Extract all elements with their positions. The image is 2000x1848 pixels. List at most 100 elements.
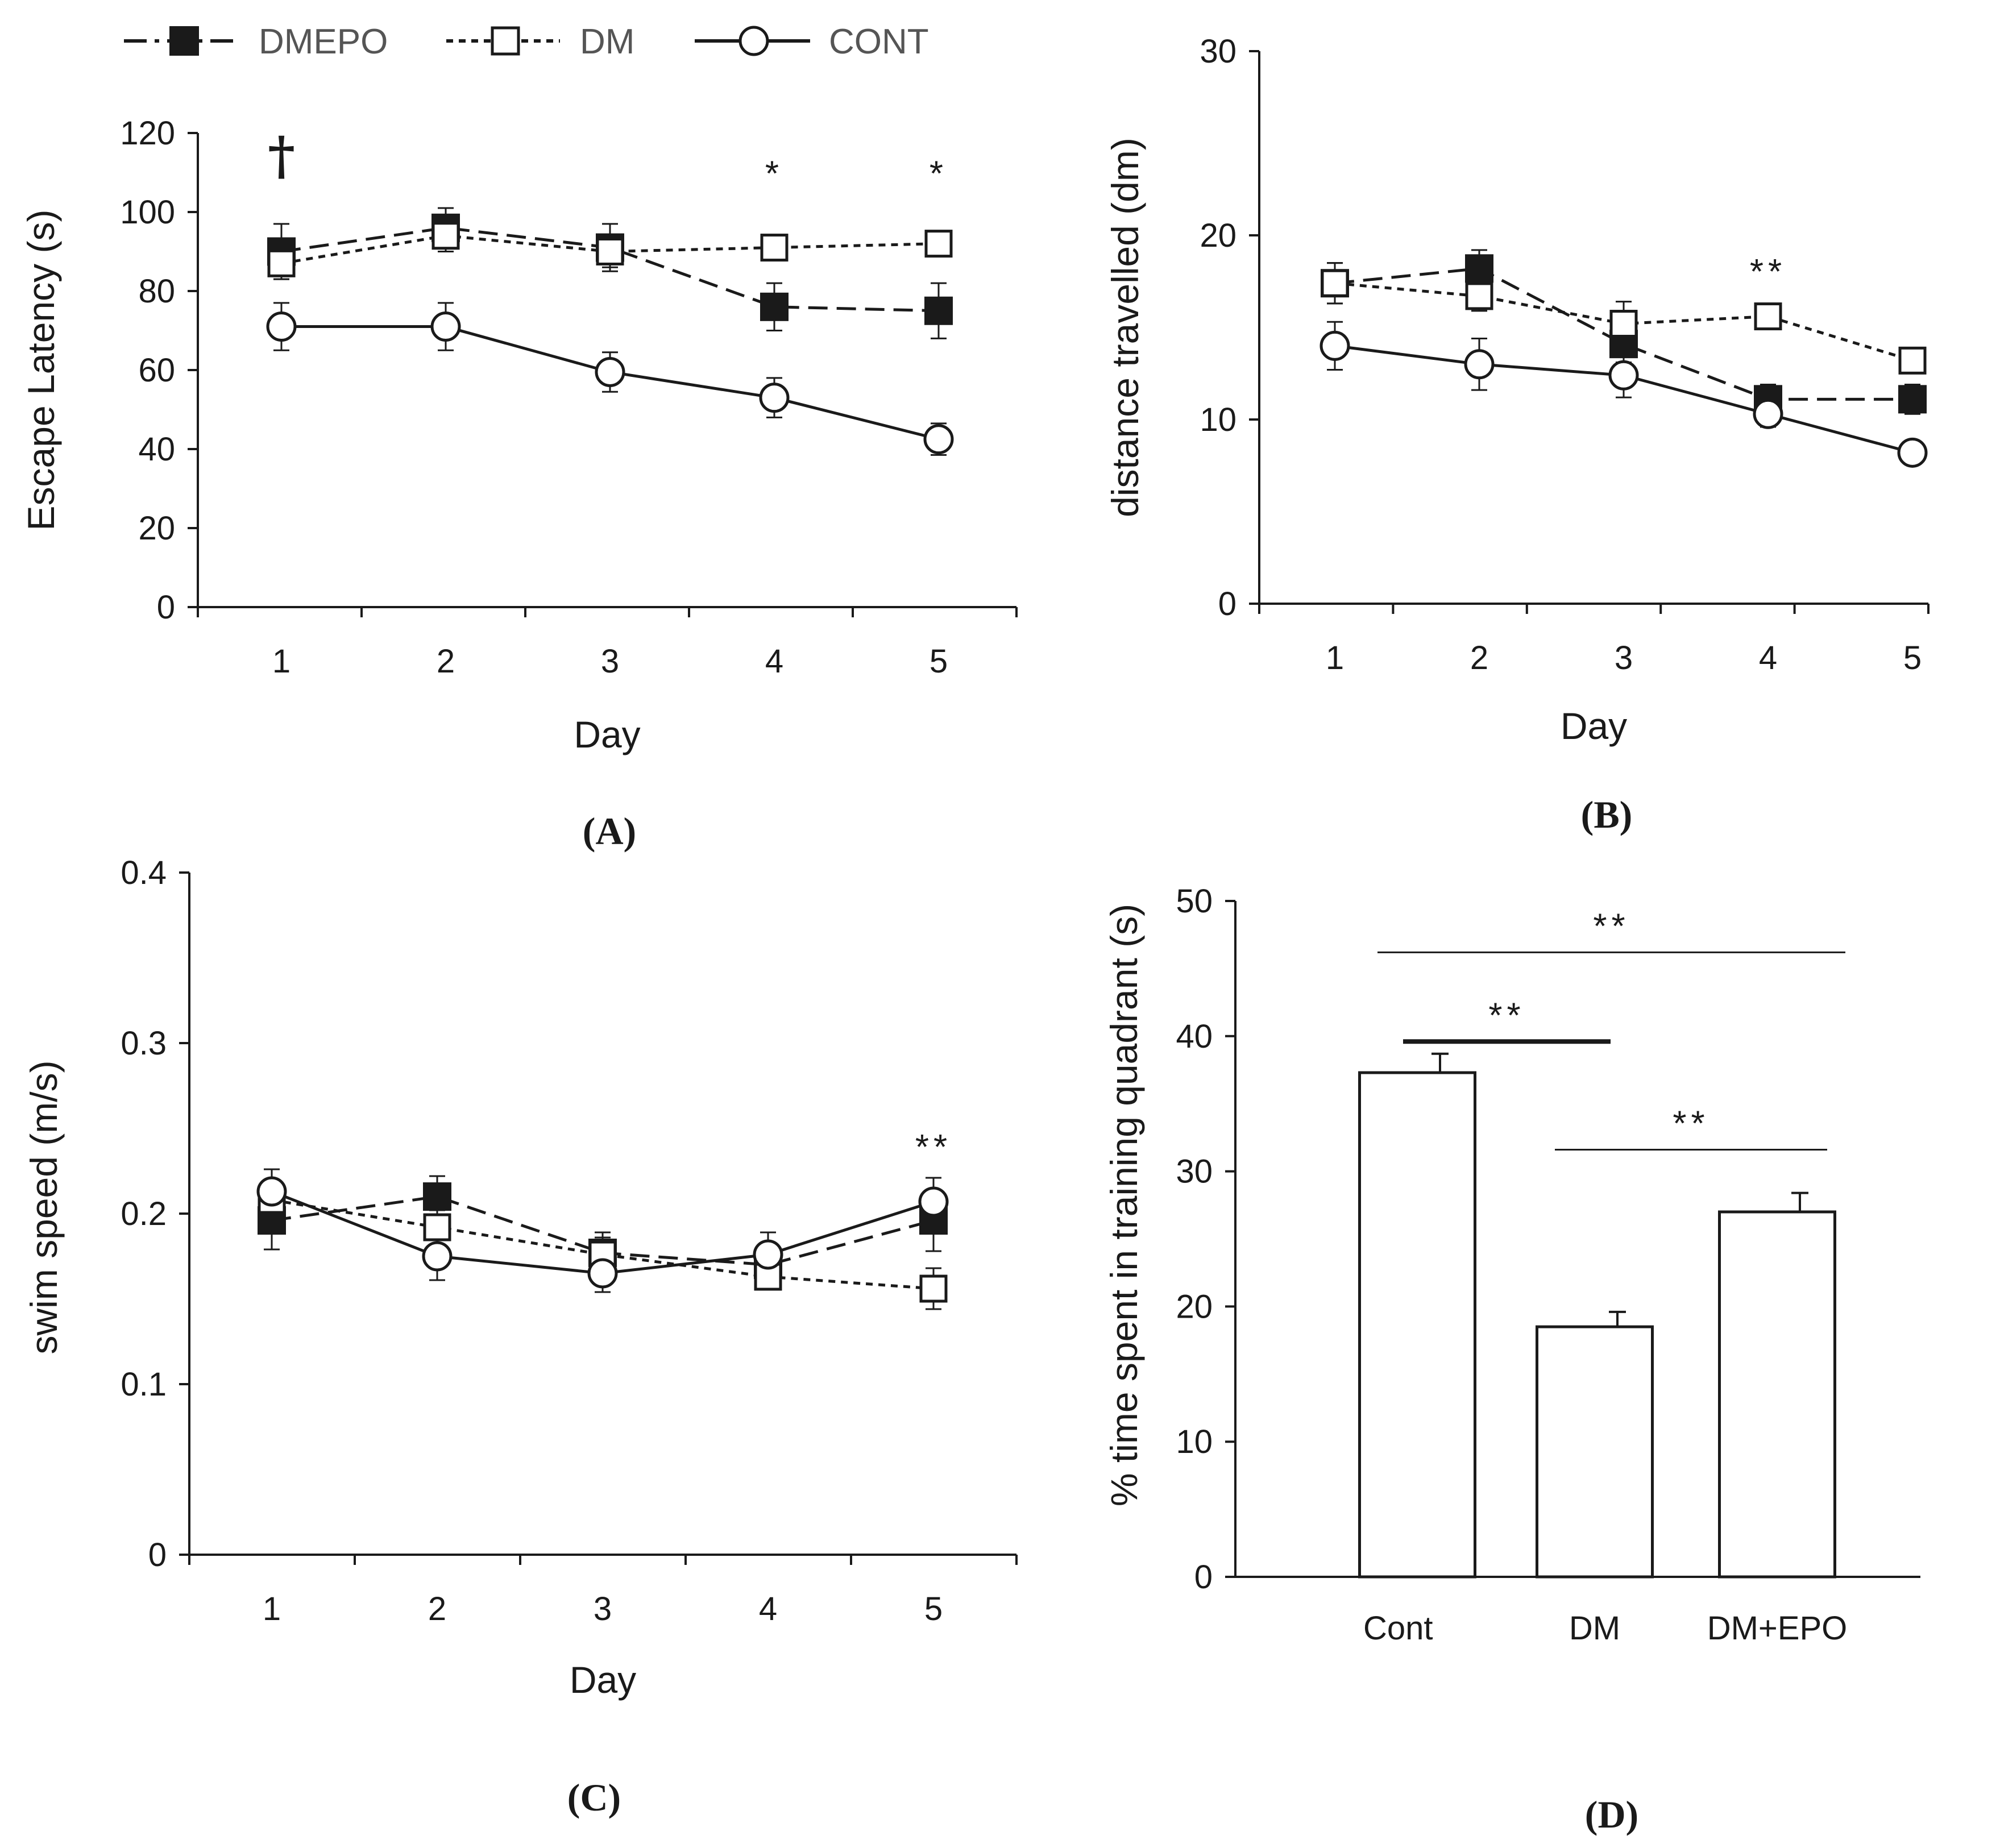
panel-c-point-dm	[423, 1213, 451, 1241]
panel-b-label: (B)	[1581, 793, 1633, 836]
panel-c-significance-mark: **	[915, 1128, 952, 1167]
panel-d-y-tick-label: 10	[1176, 1423, 1213, 1460]
panel-b-point-dmepo	[1465, 254, 1493, 283]
panel-b-y-tick-label: 0	[1218, 585, 1236, 622]
panel-b-x-tick-label: 1	[1326, 639, 1344, 676]
panel-a-point-cont	[759, 383, 790, 413]
panel-c-point-cont	[256, 1176, 287, 1207]
panel-a-x-axis-title: Day	[574, 713, 640, 755]
panel-b-point-cont	[1897, 437, 1928, 468]
panel-c-x-tick-label: 3	[594, 1590, 612, 1627]
panel-c-x-tick-label: 2	[428, 1590, 446, 1627]
panel-b-point-dm	[1465, 282, 1493, 310]
panel-b-point-dm	[1754, 302, 1782, 331]
panel-b-point-dm	[1321, 269, 1349, 297]
panel-a-x-tick-label: 1	[272, 643, 291, 680]
panel-d-category-label-dm-epo: DM+EPO	[1707, 1610, 1848, 1647]
panel-c-x-tick-label: 4	[759, 1590, 777, 1627]
panel-d-y-tick-label: 0	[1194, 1559, 1213, 1596]
panel-c-y-axis-title: swim speed (m/s)	[23, 1060, 65, 1354]
panel-a-point-cont	[430, 312, 461, 342]
legend-entry-cont: CONT	[695, 22, 929, 61]
panel-c-x-axis-title: Day	[570, 1659, 636, 1701]
panel-b-point-dm	[1609, 310, 1638, 338]
panel-a-point-dmepo	[760, 292, 789, 321]
panel-a-y-tick-label: 120	[120, 115, 175, 152]
panel-b-x-tick-label: 5	[1903, 639, 1922, 676]
panel-b-series-line-dmepo	[1334, 267, 1912, 401]
panel-b-point-dm	[1898, 346, 1927, 375]
legend-marker-dm	[491, 26, 520, 56]
panel-a-y-tick-label: 40	[138, 431, 175, 468]
legend-marker-cont	[738, 26, 769, 56]
legend-label-cont: CONT	[829, 22, 929, 61]
panel-a-significance-mark: *	[930, 155, 948, 194]
panel-d-category-label-dm: DM	[1569, 1610, 1620, 1647]
panel-c-point-dm	[919, 1274, 948, 1303]
panel-d: 0 10 20 30 40 50 % time spent in training quad…	[1103, 883, 1920, 1836]
panel-c-y-tick-label: 0.1	[121, 1366, 167, 1403]
panel-c-x-tick-label: 1	[263, 1590, 281, 1627]
panel-d-label: (D)	[1585, 1793, 1638, 1836]
panel-a-significance-mark: †	[268, 125, 295, 186]
panel-a-y-tick-label: 100	[120, 194, 175, 231]
panel-b-point-dmepo	[1898, 385, 1927, 414]
panel-a-y-tick-label: 0	[157, 589, 175, 626]
panel-a-label: (A)	[583, 809, 636, 853]
panel-d-significance-mark: **	[1673, 1104, 1709, 1144]
panel-a-point-cont	[923, 424, 954, 455]
panel-b: 0 10 20 30 distance travelled (dm) 1 2 3 4 5 Day **…	[1104, 33, 1930, 836]
panel-b-point-cont	[1753, 398, 1783, 429]
legend-label-dmepo: DMEPO	[259, 22, 388, 61]
panel-a-point-dm	[760, 234, 789, 262]
panel-a-y-tick-label: 20	[138, 510, 175, 547]
panel-c-y-tick-label: 0.4	[121, 854, 167, 891]
legend-entry-dmepo: DMEPO	[124, 22, 388, 61]
panel-a-x-tick-label: 5	[930, 643, 948, 680]
panel-d-y-tick-label: 50	[1176, 883, 1213, 920]
panel-a-point-cont	[595, 356, 625, 387]
panel-a-point-dmepo	[924, 296, 953, 325]
panel-a-x-tick-label: 4	[765, 643, 783, 680]
panel-c-x-tick-label: 5	[924, 1590, 943, 1627]
panel-a-point-cont	[266, 312, 297, 342]
panel-b-point-cont	[1319, 330, 1350, 361]
panel-d-category-label-cont: Cont	[1363, 1610, 1433, 1647]
legend-label-dm: DM	[580, 22, 634, 61]
panel-b-x-tick-label: 2	[1470, 639, 1488, 676]
panel-b-x-tick-label: 3	[1615, 639, 1633, 676]
legend-marker-dmepo	[169, 26, 199, 56]
legend: DMEPO DM CONT	[124, 22, 929, 61]
panel-c-y-tick-label: 0	[148, 1536, 167, 1573]
panel-c-label: (C)	[567, 1776, 621, 1819]
panel-a-y-axis-title: Escape Latency (s)	[20, 210, 62, 531]
panel-d-significance-mark: **	[1593, 907, 1629, 946]
panel-b-point-cont	[1464, 349, 1495, 380]
panel-a-x-tick-label: 2	[437, 643, 455, 680]
panel-a-point-dm	[267, 249, 296, 277]
panel-a-point-dm	[431, 222, 460, 250]
panel-b-y-tick-label: 20	[1200, 217, 1236, 254]
panel-a-point-dm	[596, 238, 624, 265]
panel-d-y-tick-label: 20	[1176, 1288, 1213, 1325]
panel-d-y-tick-label: 40	[1176, 1018, 1213, 1055]
panel-c-point-dmepo	[423, 1182, 451, 1211]
panel-b-x-tick-label: 4	[1759, 639, 1777, 676]
panel-a: 0 20 40 60 80 100 120 Escape Latency (s) 1 2 3 4 5 Da…	[20, 115, 1018, 853]
panel-d-y-tick-label: 30	[1176, 1153, 1213, 1190]
panel-d-significance-mark: **	[1488, 996, 1525, 1035]
panel-a-y-tick-label: 80	[138, 273, 175, 310]
panel-a-y-tick-label: 60	[138, 352, 175, 389]
panel-c-y-tick-label: 0.2	[121, 1195, 167, 1232]
panel-b-y-tick-label: 30	[1200, 33, 1236, 70]
panel-b-x-axis-title: Day	[1561, 705, 1627, 747]
panel-c-point-cont	[422, 1241, 453, 1272]
panel-b-y-tick-label: 10	[1200, 401, 1236, 438]
panel-d-bar-dm-epo	[1718, 1210, 1836, 1579]
panel-b-significance-mark: **	[1750, 252, 1786, 292]
panel-c-point-cont	[587, 1258, 618, 1289]
panel-c-point-cont	[753, 1239, 783, 1270]
panel-d-bar-cont	[1358, 1071, 1476, 1579]
legend-entry-dm: DM	[446, 22, 634, 61]
